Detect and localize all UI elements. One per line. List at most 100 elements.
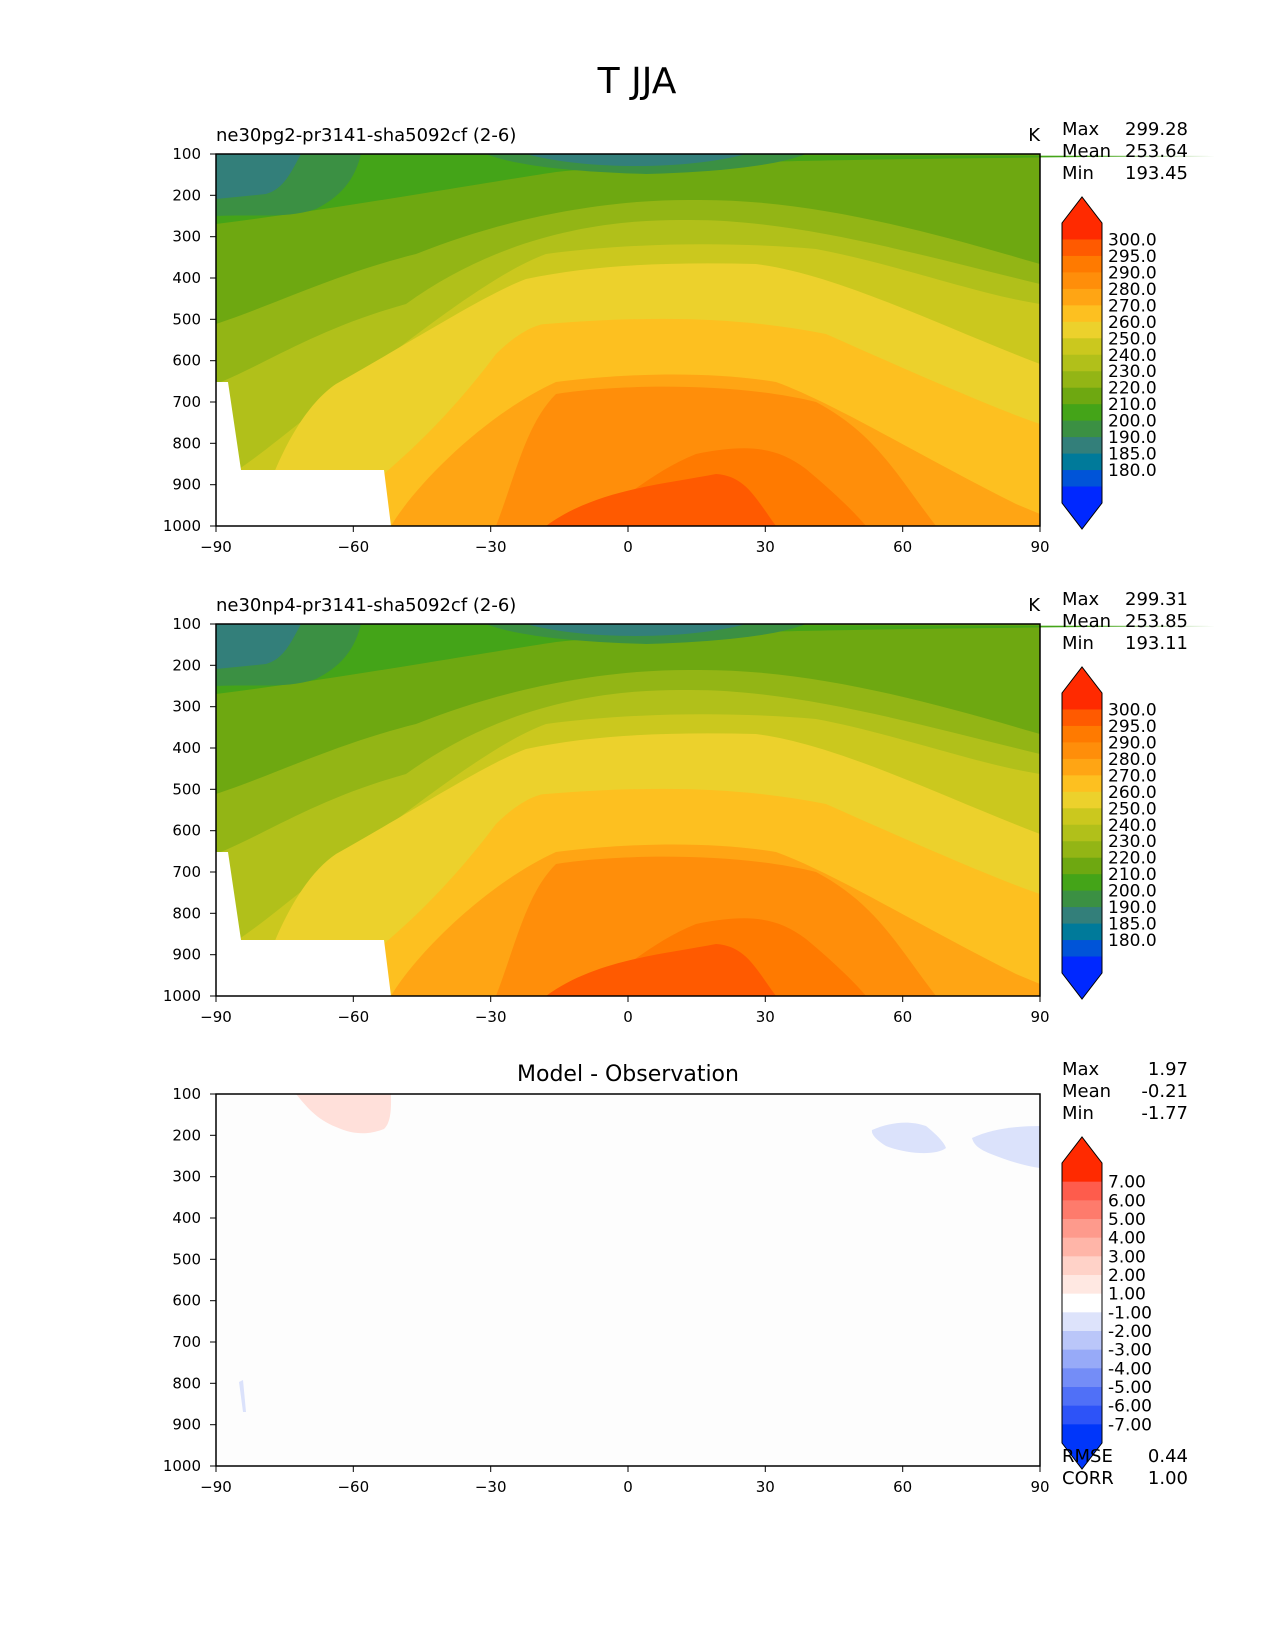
- colorbar-label: 210.0: [1108, 865, 1157, 885]
- y-tick-label: 900: [172, 476, 201, 494]
- x-tick-label: −90: [200, 1478, 232, 1496]
- colorbar-swatch: [1062, 758, 1102, 776]
- x-tick-label: 30: [756, 1478, 775, 1496]
- colorbar-swatch: [1062, 1331, 1102, 1351]
- colorbar-swatch: [1062, 923, 1102, 941]
- x-tick-label: 30: [756, 1008, 775, 1026]
- colorbar-label: 180.0: [1108, 931, 1157, 951]
- panel-3-colorbar: 7.006.005.004.003.002.001.00-1.00-2.00-3…: [1061, 1136, 1152, 1470]
- y-tick-label: 200: [172, 186, 201, 204]
- x-tick-label: −90: [200, 538, 232, 556]
- panel-1-colorbar: 300.0295.0290.0280.0270.0260.0250.0240.0…: [1061, 196, 1157, 530]
- y-tick-label: 500: [172, 310, 201, 328]
- panel-2-title: ne30np4-pr3141-sha5092cf (2-6): [216, 595, 516, 616]
- stat-value: -1.77: [1141, 1103, 1188, 1124]
- y-tick-label: 1000: [163, 1457, 201, 1475]
- y-tick-label: 900: [172, 1416, 201, 1434]
- colorbar-label: 1.00: [1108, 1285, 1146, 1305]
- y-tick-label: 600: [172, 1292, 201, 1310]
- x-tick-label: 0: [623, 538, 633, 556]
- colorbar-label: 185.0: [1108, 445, 1157, 465]
- colorbar-label: 5.00: [1108, 1210, 1146, 1230]
- rmse-value: 0.44: [1148, 1446, 1188, 1467]
- y-tick-label: 700: [172, 863, 201, 881]
- figure-title: T JJA: [597, 61, 677, 102]
- colorbar-swatch: [1062, 1200, 1102, 1220]
- x-tick-label: 90: [1030, 1478, 1049, 1496]
- colorbar-swatch: [1062, 1275, 1102, 1295]
- x-tick-label: 0: [623, 1008, 633, 1026]
- x-tick-label: −90: [200, 1008, 232, 1026]
- colorbar-swatch: [1062, 709, 1102, 727]
- missing-data-mask: [216, 382, 391, 526]
- contour-band: [546, 474, 776, 526]
- colorbar-outline: [1061, 196, 1103, 530]
- colorbar-label: 210.0: [1108, 395, 1157, 415]
- x-tick-label: 0: [623, 1478, 633, 1496]
- colorbar-label: 300.0: [1108, 700, 1157, 720]
- colorbar-label: -3.00: [1108, 1341, 1152, 1361]
- stat-value: 299.31: [1125, 589, 1188, 610]
- panel-3-stats: Max 1.97 Mean -0.21 Min -1.77: [1062, 1059, 1188, 1124]
- y-tick-label: 700: [172, 393, 201, 411]
- colorbar-swatch: [1062, 239, 1102, 257]
- colorbar-swatch: [1062, 437, 1102, 455]
- stat-label: Min: [1062, 633, 1094, 654]
- panel-1-x-axis: −90 −60 −30 0 30 60 90: [200, 526, 1050, 556]
- corr-label: CORR: [1062, 1468, 1114, 1489]
- colorbar-label: -6.00: [1108, 1397, 1152, 1417]
- panel-1-y-axis: 100 200 300 400 500 600 700 800 900 1000: [163, 145, 216, 535]
- y-tick-label: 1000: [163, 517, 201, 535]
- colorbar-outline: [1061, 1136, 1103, 1470]
- panel-1: ne30pg2-pr3141-sha5092cf (2-6) K −90 −60: [163, 119, 1216, 556]
- colorbar-label: 230.0: [1108, 832, 1157, 852]
- x-tick-label: −60: [337, 1008, 369, 1026]
- contour-band: [546, 944, 776, 996]
- colorbar-label: 200.0: [1108, 412, 1157, 432]
- contour-band: [526, 624, 746, 636]
- colorbar-outline: [1061, 666, 1103, 1000]
- colorbar-label: 220.0: [1108, 379, 1157, 399]
- x-tick-label: −30: [475, 1478, 507, 1496]
- colorbar-label: 280.0: [1108, 280, 1157, 300]
- negative-anomaly: [239, 1380, 246, 1412]
- y-tick-label: 900: [172, 946, 201, 964]
- colorbar-label: 295.0: [1108, 247, 1157, 267]
- panel-1-title: ne30pg2-pr3141-sha5092cf (2-6): [216, 125, 516, 146]
- colorbar-label: 6.00: [1108, 1191, 1146, 1211]
- contour-band: [526, 154, 746, 166]
- colorbar-label: 290.0: [1108, 263, 1157, 283]
- colorbar-label: 4.00: [1108, 1229, 1146, 1249]
- colorbar-swatch: [1062, 1181, 1102, 1201]
- panel-2-x-axis: −90 −60 −30 0 30 60 90: [200, 996, 1050, 1026]
- colorbar-swatch: [1062, 1163, 1102, 1183]
- stat-label: Max: [1062, 1059, 1100, 1080]
- missing-data-mask: [216, 852, 391, 996]
- colorbar-swatch: [1062, 956, 1102, 974]
- contour-band: [216, 624, 301, 669]
- negative-anomaly: [871, 1122, 946, 1154]
- y-tick-label: 300: [172, 228, 201, 246]
- colorbar-label: 240.0: [1108, 816, 1157, 836]
- y-tick-label: 100: [172, 615, 201, 633]
- colorbar-swatch: [1062, 907, 1102, 925]
- y-tick-label: 500: [172, 780, 201, 798]
- y-tick-label: 800: [172, 1374, 201, 1392]
- panel-3-x-axis: −90 −60 −30 0 30 60 90: [200, 1466, 1050, 1496]
- contour-band: [216, 624, 1216, 694]
- colorbar-swatch: [1062, 791, 1102, 809]
- panel-3: Model - Observation −90 −60 −30 0 30 60 …: [163, 1059, 1188, 1496]
- stat-value: 253.85: [1125, 611, 1188, 632]
- contour-band: [216, 154, 1216, 224]
- colorbar-label: 190.0: [1108, 898, 1157, 918]
- panel-3-plot: −90 −60 −30 0 30 60 90 100 200 300 400 5…: [163, 1085, 1050, 1496]
- y-tick-label: 700: [172, 1333, 201, 1351]
- rmse-label: RMSE: [1062, 1446, 1113, 1467]
- colorbar-label: 280.0: [1108, 750, 1157, 770]
- colorbar-swatch: [1062, 841, 1102, 859]
- panel-1-units: K: [1028, 125, 1041, 146]
- colorbar-swatch: [1062, 1219, 1102, 1239]
- stat-label: Mean: [1062, 141, 1111, 162]
- panel-3-y-axis: 100 200 300 400 500 600 700 800 900 1000: [163, 1085, 216, 1475]
- colorbar-swatch: [1062, 404, 1102, 422]
